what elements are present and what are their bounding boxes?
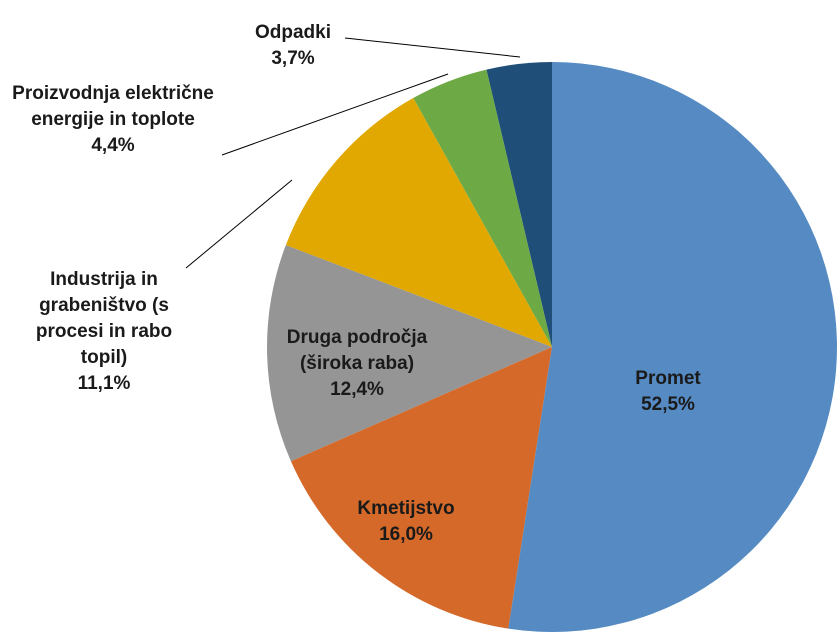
slice-value: 12,4% — [330, 379, 384, 400]
pie-slice — [508, 62, 837, 632]
slice-label: Proizvodnja električne energije in toplo… — [6, 81, 221, 159]
slice-label: Druga področja (široka raba) 12,4% — [257, 325, 457, 403]
pie-slice — [413, 69, 552, 348]
slice-name: Kmetijstvo — [357, 498, 455, 519]
pie-slice — [486, 62, 552, 347]
pie-slice — [285, 98, 552, 348]
slice-value: 4,4% — [91, 135, 135, 156]
slice-label: Odpadki 3,7% — [233, 20, 353, 72]
slice-label: Promet 52,5% — [603, 366, 733, 418]
slice-name: Promet — [635, 368, 701, 389]
slice-value: 16,0% — [379, 524, 433, 545]
slice-value: 11,1% — [77, 373, 131, 394]
slice-name: Proizvodnja električne energije in toplo… — [12, 83, 214, 130]
leader-line — [185, 179, 293, 269]
pie-slice — [290, 347, 552, 629]
leader-line — [221, 73, 449, 156]
slice-name: Odpadki — [254, 22, 331, 43]
slice-label: Kmetijstvo 16,0% — [326, 496, 486, 548]
slice-name: Druga področja (široka raba) — [286, 327, 428, 374]
slice-value: 3,7% — [271, 48, 315, 69]
pie-slice — [267, 245, 552, 462]
slice-value: 52,5% — [641, 394, 695, 415]
slice-label: Industrija in grabeništvo (s procesi in … — [29, 267, 179, 397]
leader-line — [344, 37, 521, 58]
slice-name: Industrija in grabeništvo (s procesi in … — [35, 269, 173, 368]
